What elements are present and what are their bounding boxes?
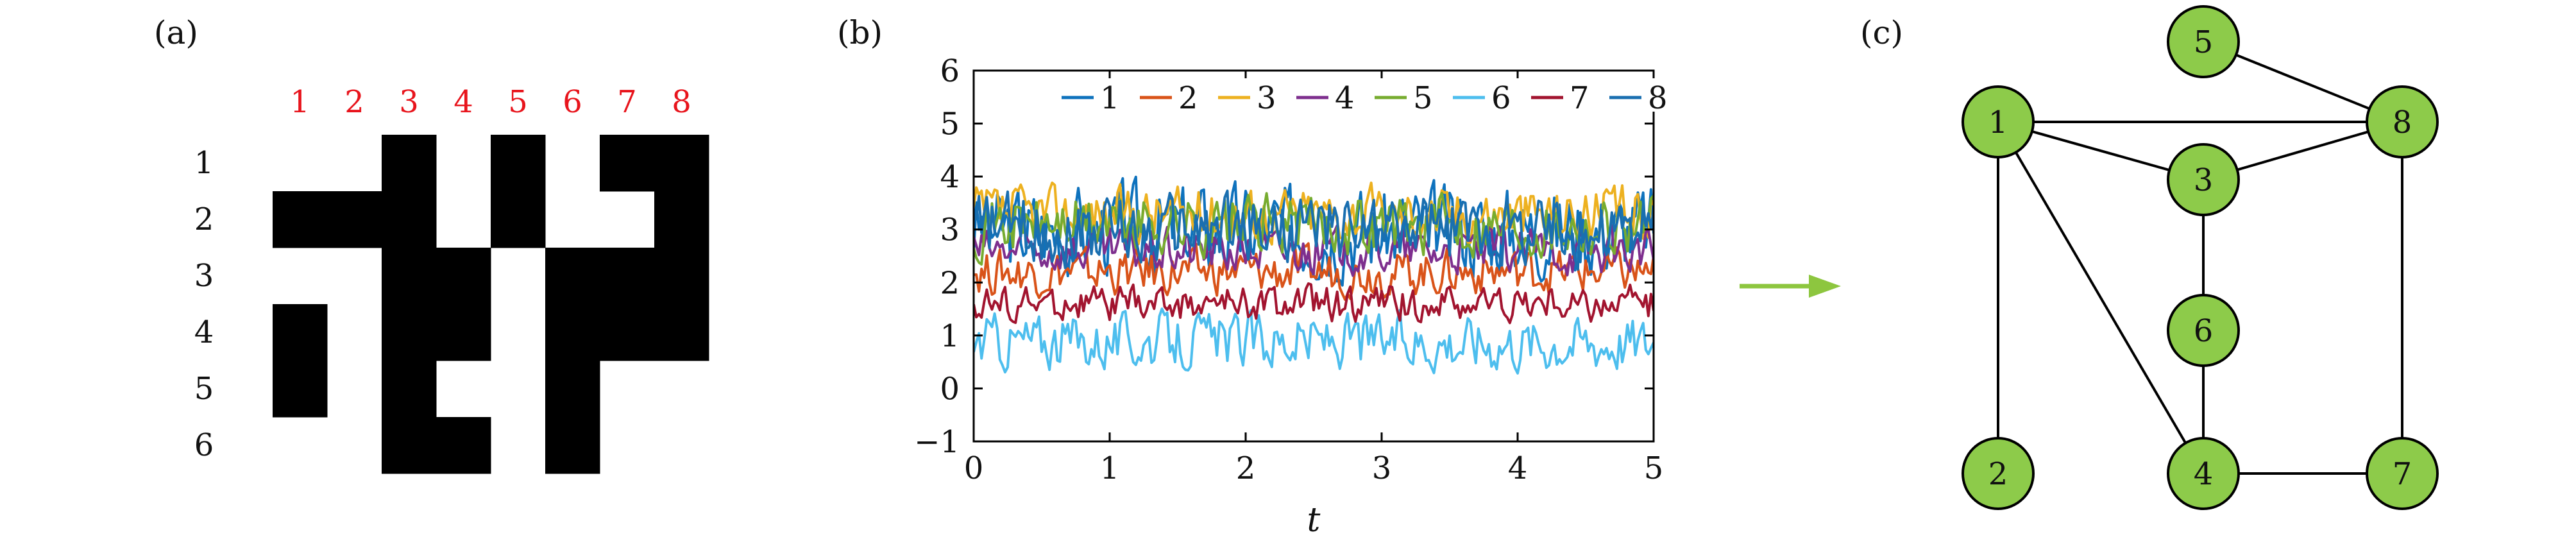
- y-tick-label: 4: [940, 159, 960, 195]
- x-tick-label: 3: [1372, 450, 1392, 486]
- legend-entry-5: 5: [1413, 80, 1433, 116]
- matrix-cell: [382, 361, 437, 418]
- matrix-cell: [545, 248, 600, 305]
- row-label: 3: [194, 258, 214, 294]
- col-label: 8: [672, 84, 691, 120]
- node-label-2: 2: [1988, 456, 2008, 492]
- node-label-7: 7: [2393, 456, 2412, 492]
- matrix-cell: [600, 304, 655, 361]
- y-tick-label: 0: [940, 371, 960, 407]
- matrix-cell: [654, 248, 709, 305]
- row-label: 6: [194, 427, 214, 463]
- matrix-cell: [436, 417, 491, 474]
- matrix-cell: [654, 135, 709, 192]
- col-label: 6: [563, 84, 582, 120]
- matrix-cell: [600, 248, 655, 305]
- legend-entry-2: 2: [1178, 80, 1198, 116]
- y-tick-label: 2: [940, 265, 960, 301]
- series-line-4: [974, 224, 1654, 277]
- matrix-cell: [436, 248, 491, 305]
- row-label: 4: [194, 314, 214, 350]
- x-tick-label: 2: [1236, 450, 1256, 486]
- node-7: [2366, 437, 2439, 510]
- node-label-3: 3: [2194, 162, 2214, 198]
- node-5: [2167, 5, 2240, 78]
- matrix-cell: [491, 135, 546, 192]
- series-line-7: [974, 282, 1654, 325]
- node-1: [1962, 85, 2035, 158]
- node-3: [2167, 143, 2240, 216]
- col-label: 1: [290, 84, 310, 120]
- col-label: 7: [617, 84, 637, 120]
- col-label: 5: [508, 84, 528, 120]
- legend-entry-4: 4: [1335, 80, 1355, 116]
- matrix-cell: [600, 135, 655, 192]
- matrix-cell: [273, 304, 328, 361]
- right-arrow-icon: [1740, 275, 1841, 298]
- arrow-head: [1809, 275, 1841, 298]
- matrix-cell: [273, 361, 328, 418]
- matrix-cell: [382, 248, 437, 305]
- x-tick-label: 4: [1508, 450, 1528, 486]
- y-tick-label: −1: [914, 424, 960, 460]
- node-label-6: 6: [2194, 313, 2214, 349]
- matrix-cell: [327, 191, 382, 248]
- y-tick-label: 3: [940, 212, 960, 248]
- matrix-cell: [491, 191, 546, 248]
- row-label: 1: [194, 145, 214, 181]
- matrix-cell: [654, 191, 709, 248]
- node-6: [2167, 294, 2240, 367]
- legend-entry-1: 1: [1100, 80, 1120, 116]
- legend-entry-8: 8: [1648, 80, 1668, 116]
- row-label: 2: [194, 201, 214, 237]
- matrix-cell: [545, 417, 600, 474]
- edge-1-4: [1997, 121, 2205, 475]
- matrix-cell: [382, 417, 437, 474]
- matrix-cell: [382, 191, 437, 248]
- col-label: 2: [344, 84, 364, 120]
- series-line-8: [974, 189, 1654, 271]
- legend-entry-3: 3: [1257, 80, 1276, 116]
- panel-label-b: (b): [837, 14, 883, 51]
- matrix-cell: [273, 191, 328, 248]
- node-2: [1962, 437, 2035, 510]
- plot-frame: [972, 69, 1655, 443]
- network-graph: 1 2 3 4 5 6 7 8: [1962, 5, 2439, 510]
- col-label: 3: [399, 84, 419, 120]
- matrix-cell: [545, 361, 600, 418]
- x-tick-label: 1: [1100, 450, 1120, 486]
- x-tick-label: 0: [964, 450, 984, 486]
- matrix-cell: [382, 304, 437, 361]
- node-label-5: 5: [2194, 24, 2214, 60]
- series-line-6: [974, 307, 1654, 375]
- node-4: [2167, 437, 2240, 510]
- legend: 1 2 3 4 5 6 7 8: [1058, 78, 1677, 116]
- legend-entry-7: 7: [1570, 80, 1589, 116]
- panel-label-c: (c): [1860, 14, 1903, 51]
- node-label-1: 1: [1988, 105, 2008, 141]
- node-label-8: 8: [2393, 105, 2412, 141]
- node-label-4: 4: [2194, 456, 2214, 492]
- row-label: 5: [194, 371, 214, 407]
- x-tick-label: 5: [1644, 450, 1664, 486]
- matrix-cell: [654, 304, 709, 361]
- y-tick-label: 1: [940, 318, 960, 354]
- x-axis-label: t: [1307, 501, 1321, 540]
- legend-entry-6: 6: [1491, 80, 1511, 116]
- y-tick-label: 5: [940, 107, 960, 142]
- panel-label-a: (a): [154, 14, 198, 51]
- matrix-cell: [436, 304, 491, 361]
- matrix-cell: [382, 135, 437, 192]
- y-tick-label: 6: [940, 53, 960, 89]
- matrix-cell: [545, 304, 600, 361]
- col-label: 4: [453, 84, 473, 120]
- node-8: [2366, 85, 2439, 158]
